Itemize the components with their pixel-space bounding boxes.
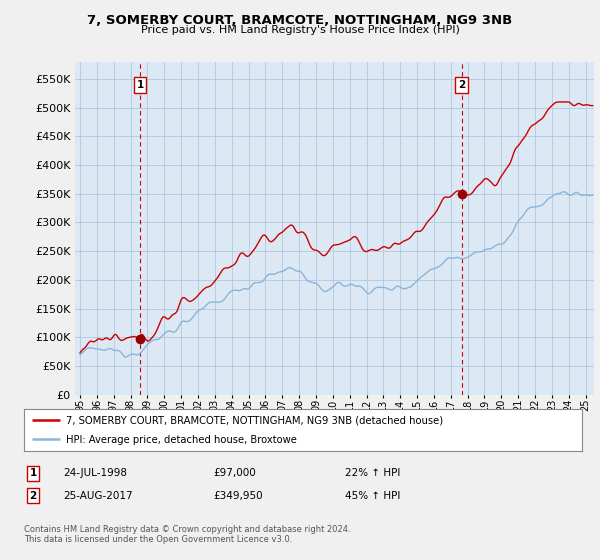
Text: 7, SOMERBY COURT, BRAMCOTE, NOTTINGHAM, NG9 3NB: 7, SOMERBY COURT, BRAMCOTE, NOTTINGHAM, … bbox=[88, 14, 512, 27]
Text: £97,000: £97,000 bbox=[213, 468, 256, 478]
Text: 2: 2 bbox=[458, 80, 466, 90]
Text: £349,950: £349,950 bbox=[213, 491, 263, 501]
Text: 1: 1 bbox=[136, 80, 143, 90]
Text: Price paid vs. HM Land Registry's House Price Index (HPI): Price paid vs. HM Land Registry's House … bbox=[140, 25, 460, 35]
Text: HPI: Average price, detached house, Broxtowe: HPI: Average price, detached house, Brox… bbox=[66, 435, 297, 445]
Text: 2: 2 bbox=[29, 491, 37, 501]
Text: Contains HM Land Registry data © Crown copyright and database right 2024.
This d: Contains HM Land Registry data © Crown c… bbox=[24, 525, 350, 544]
Text: 45% ↑ HPI: 45% ↑ HPI bbox=[345, 491, 400, 501]
Text: 1: 1 bbox=[29, 468, 37, 478]
Text: 7, SOMERBY COURT, BRAMCOTE, NOTTINGHAM, NG9 3NB (detached house): 7, SOMERBY COURT, BRAMCOTE, NOTTINGHAM, … bbox=[66, 416, 443, 426]
Text: 22% ↑ HPI: 22% ↑ HPI bbox=[345, 468, 400, 478]
Text: 24-JUL-1998: 24-JUL-1998 bbox=[63, 468, 127, 478]
Text: 25-AUG-2017: 25-AUG-2017 bbox=[63, 491, 133, 501]
